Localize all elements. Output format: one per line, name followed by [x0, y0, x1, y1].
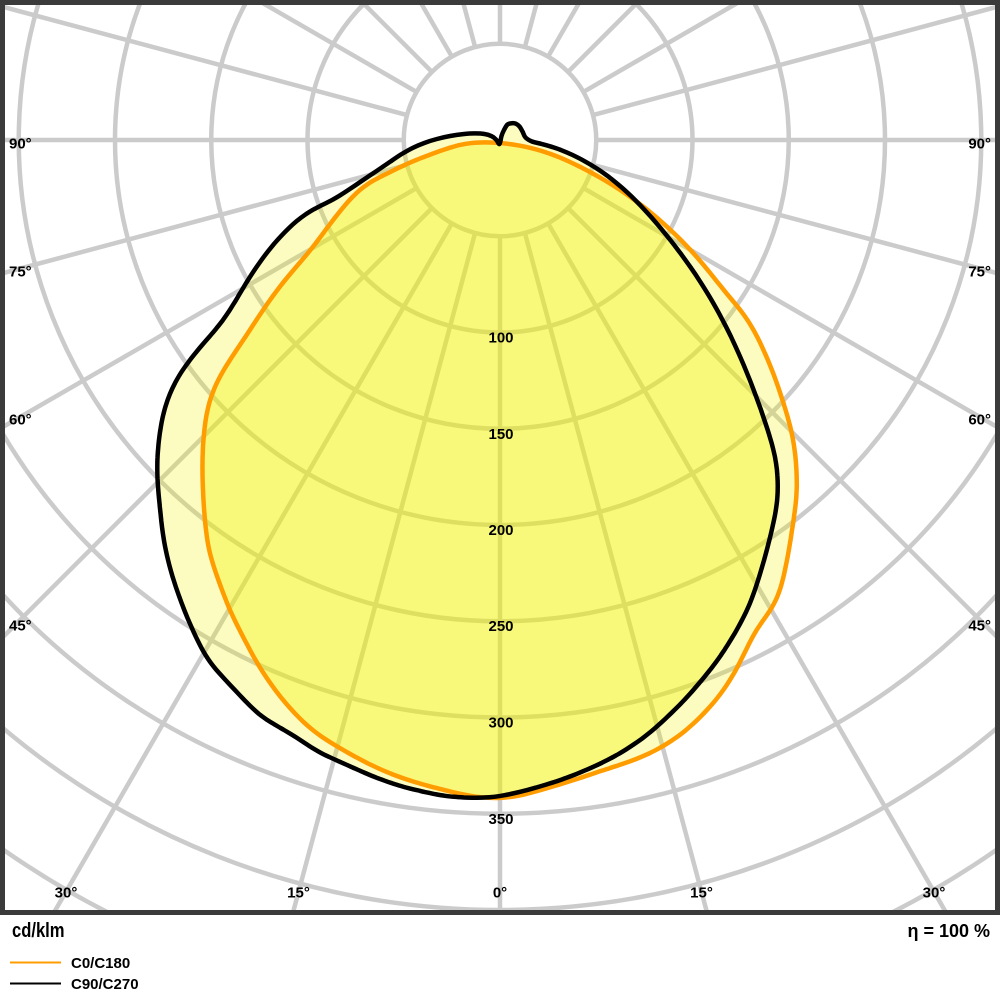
svg-text:30°: 30°	[923, 884, 946, 901]
svg-text:75°: 75°	[968, 263, 991, 280]
svg-text:150: 150	[488, 426, 513, 443]
svg-text:cd/klm: cd/klm	[12, 919, 65, 942]
svg-text:60°: 60°	[9, 411, 32, 428]
svg-text:C90/C270: C90/C270	[71, 976, 139, 993]
svg-text:250: 250	[488, 618, 513, 635]
svg-text:75°: 75°	[9, 263, 32, 280]
svg-text:45°: 45°	[968, 617, 991, 634]
svg-text:0°: 0°	[493, 884, 507, 901]
svg-text:60°: 60°	[968, 411, 991, 428]
svg-text:30°: 30°	[55, 884, 78, 901]
svg-text:45°: 45°	[9, 617, 32, 634]
svg-text:90°: 90°	[968, 135, 991, 152]
svg-text:100: 100	[488, 330, 513, 347]
svg-text:15°: 15°	[690, 884, 713, 901]
svg-text:90°: 90°	[9, 135, 32, 152]
svg-text:C0/C180: C0/C180	[71, 955, 130, 972]
svg-text:η = 100 %: η = 100 %	[907, 921, 990, 941]
svg-text:350: 350	[488, 811, 513, 828]
svg-text:15°: 15°	[287, 884, 310, 901]
svg-text:300: 300	[488, 715, 513, 732]
svg-text:200: 200	[488, 522, 513, 539]
